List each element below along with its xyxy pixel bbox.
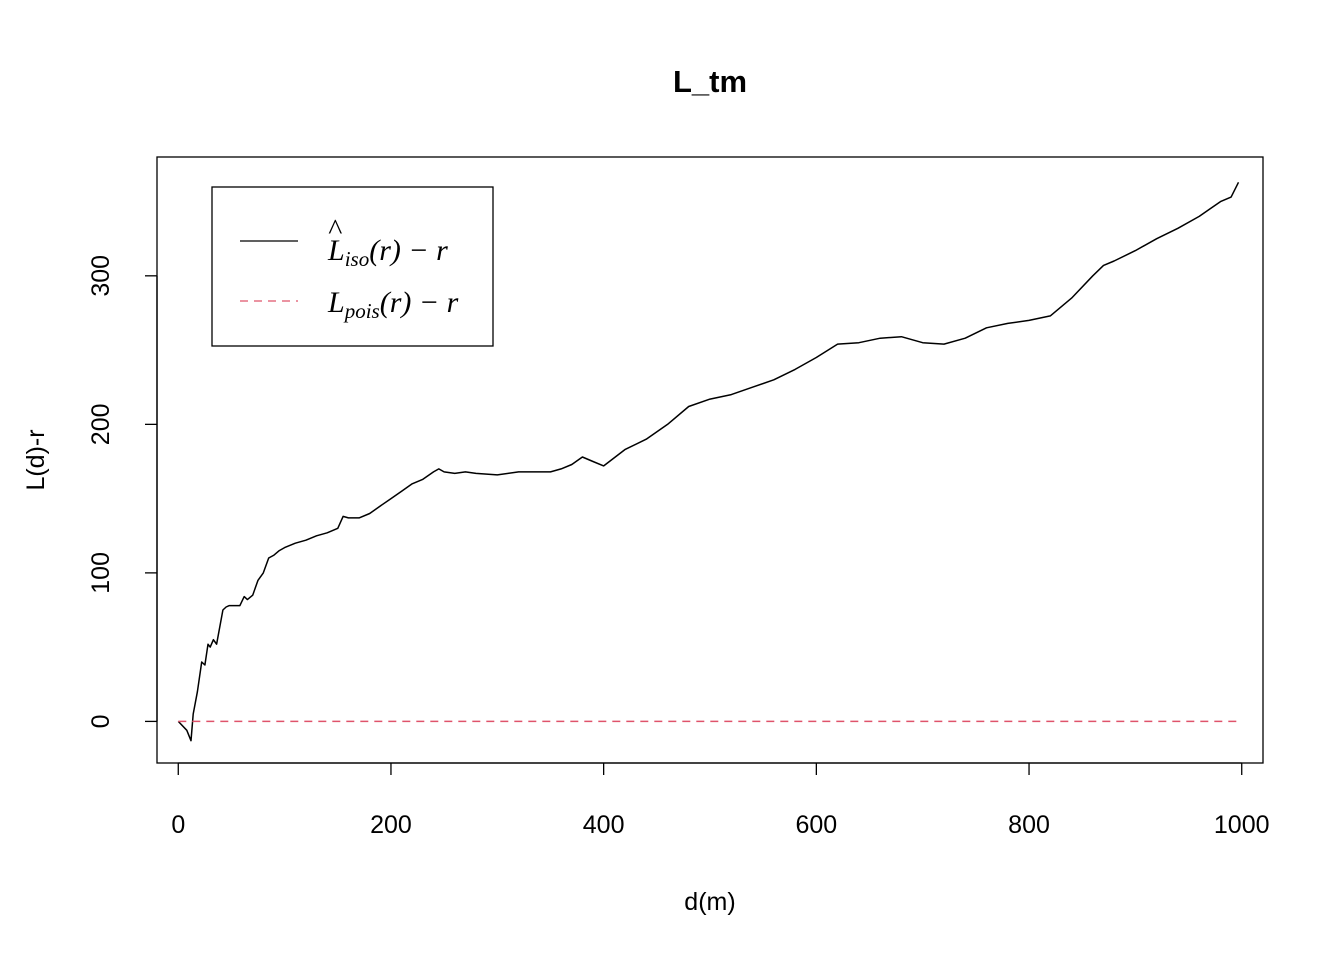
y-tick-label: 300 (87, 255, 115, 297)
y-axis-label: L(d)-r (22, 429, 50, 490)
x-tick-label: 600 (795, 811, 837, 839)
legend: Liso(r) − r ^ Lpois(r) − r (211, 186, 494, 347)
x-axis: 0 200 400 600 800 1000 (171, 762, 1270, 839)
x-tick-label: 1000 (1214, 811, 1270, 839)
series-layer (177, 181, 1240, 742)
x-tick-label: 400 (583, 811, 625, 839)
x-tick-label: 800 (1008, 811, 1050, 839)
series-iso-line (177, 181, 1240, 742)
x-axis-label: d(m) (684, 888, 735, 916)
x-tick-label: 0 (171, 811, 185, 839)
legend-label-pois-sub: pois (343, 299, 380, 323)
legend-label-iso-rest: (r) − r (369, 234, 448, 267)
x-tick-label: 200 (370, 811, 412, 839)
legend-hat-iso: ^ (328, 213, 343, 246)
legend-label-pois-rest: (r) − r (380, 286, 459, 319)
legend-label-iso: Liso(r) − r (327, 234, 448, 271)
chart-title: L_tm (673, 64, 747, 99)
legend-label-pois-main: L (327, 286, 345, 319)
y-tick-label: 100 (87, 552, 115, 594)
legend-label-pois: Lpois(r) − r (327, 286, 459, 323)
y-axis: 0 100 200 300 (87, 255, 158, 728)
legend-box (211, 186, 494, 347)
legend-label-iso-sub: iso (345, 247, 370, 271)
y-tick-label: 200 (87, 403, 115, 445)
legend-label-iso-main: L (327, 234, 345, 267)
y-tick-label: 0 (87, 714, 115, 728)
